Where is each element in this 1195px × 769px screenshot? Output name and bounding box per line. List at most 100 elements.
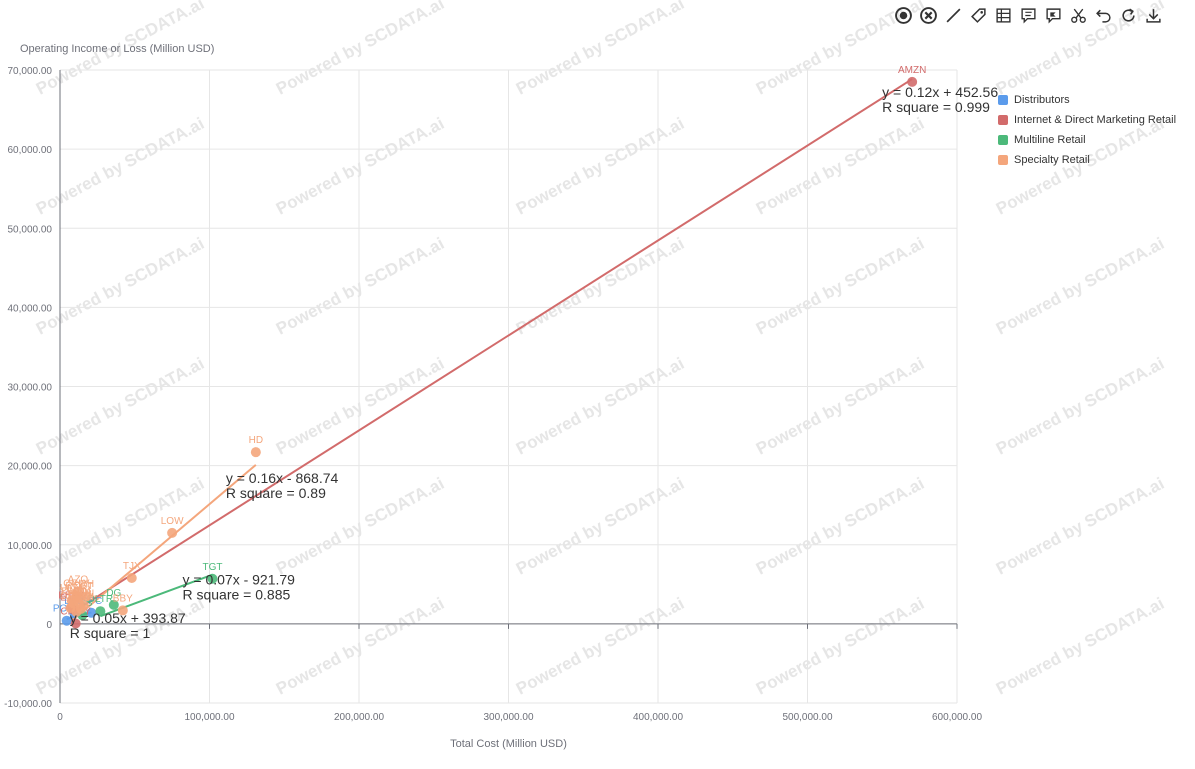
watermark-text: Powered by SCDATA.ai <box>753 234 927 339</box>
legend-label: Internet & Direct Marketing Retail <box>1014 114 1177 126</box>
legend-label: Distributors <box>1014 94 1070 106</box>
x-tick-label: 500,000.00 <box>782 712 832 723</box>
download-icon[interactable] <box>1144 6 1163 25</box>
x-tick-label: 400,000.00 <box>633 712 683 723</box>
x-tick-label: 300,000.00 <box>483 712 533 723</box>
watermark-text: Powered by SCDATA.ai <box>513 114 687 219</box>
legend-label: Specialty Retail <box>1014 154 1090 166</box>
x-tick-label: 0 <box>57 712 63 723</box>
data-point <box>70 618 81 629</box>
watermark-text: Powered by SCDATA.ai <box>33 114 207 219</box>
watermark-text: Powered by SCDATA.ai <box>513 354 687 459</box>
watermark-text: Powered by SCDATA.ai <box>273 354 447 459</box>
data-point-label: TJX <box>123 561 141 572</box>
data-view-icon[interactable] <box>994 6 1013 25</box>
legend-label: Multiline Retail <box>1014 134 1086 146</box>
data-point <box>117 605 128 616</box>
legend-swatch <box>998 115 1008 125</box>
chart-toolbar <box>894 6 1163 25</box>
trendline-equation: y = 0.05x + 393.87 <box>70 610 186 626</box>
data-point-label: ORLY <box>63 578 90 589</box>
watermark-text: Powered by SCDATA.ai <box>513 594 687 699</box>
y-axis-title: Operating Income or Loss (Million USD) <box>20 43 214 55</box>
legend-item[interactable]: Specialty Retail <box>998 150 1176 170</box>
data-point <box>86 607 97 618</box>
legend-item[interactable]: Internet & Direct Marketing Retail <box>998 110 1176 130</box>
y-tick-label: 60,000.00 <box>8 145 53 156</box>
watermark-text: Powered by SCDATA.ai <box>993 234 1167 339</box>
data-point-label: DLTR <box>88 594 113 605</box>
watermark-text: Powered by SCDATA.ai <box>273 594 447 699</box>
data-point <box>126 572 137 583</box>
data-point-label: BBWI <box>68 592 94 603</box>
y-tick-label: 20,000.00 <box>8 462 53 473</box>
data-point-label: TGT <box>202 562 222 573</box>
watermark-text: Powered by SCDATA.ai <box>993 594 1167 699</box>
watermark-text: Powered by SCDATA.ai <box>753 114 927 219</box>
trendline-r-square: R square = 0.999 <box>882 99 990 115</box>
watermark-text: Powered by SCDATA.ai <box>993 354 1167 459</box>
legend-swatch <box>998 135 1008 145</box>
y-tick-label: 0 <box>46 620 52 631</box>
data-point <box>207 573 218 584</box>
data-point <box>95 606 106 617</box>
trendline-equation: y = 0.07x - 921.79 <box>182 572 295 588</box>
trendline-equation: y = 0.16x - 868.74 <box>226 470 339 486</box>
comment-icon[interactable] <box>1019 6 1038 25</box>
record-icon[interactable] <box>894 6 913 25</box>
legend-item[interactable]: Distributors <box>998 90 1176 110</box>
data-point <box>167 527 178 538</box>
scissors-icon[interactable] <box>1069 6 1088 25</box>
y-tick-label: 30,000.00 <box>8 383 53 394</box>
watermark-text: Powered by SCDATA.ai <box>993 474 1167 579</box>
x-tick-label: 100,000.00 <box>184 712 234 723</box>
data-point-label: AMZN <box>898 65 926 76</box>
line-icon[interactable] <box>944 6 963 25</box>
watermark-text: Powered by SCDATA.ai <box>513 0 687 99</box>
data-point-label: BBY <box>113 593 133 604</box>
trendline-equation: y = 0.12x + 452.56 <box>882 84 998 100</box>
data-point-label: GPC <box>81 596 103 607</box>
trendline <box>70 78 913 615</box>
legend-item[interactable]: Multiline Retail <box>998 130 1176 150</box>
watermark-text: Powered by SCDATA.ai <box>33 234 207 339</box>
watermark-text: Powered by SCDATA.ai <box>753 354 927 459</box>
clear-icon[interactable] <box>919 6 938 25</box>
watermark-text: Powered by SCDATA.ai <box>753 594 927 699</box>
data-point-label: DG <box>106 588 121 599</box>
data-point <box>108 599 119 610</box>
trendline-r-square: R square = 0.89 <box>226 485 326 501</box>
watermark-text: Powered by SCDATA.ai <box>513 474 687 579</box>
data-point-label: WSM <box>66 586 90 597</box>
data-point <box>81 591 92 602</box>
undo-icon[interactable] <box>1094 6 1113 25</box>
trendline-r-square: R square = 1 <box>70 625 151 641</box>
y-tick-label: 10,000.00 <box>8 541 53 552</box>
x-axis-title: Total Cost (Million USD) <box>450 738 567 750</box>
data-point <box>907 76 918 87</box>
refresh-icon[interactable] <box>1119 6 1138 25</box>
watermark-text: Powered by SCDATA.ai <box>273 0 447 99</box>
data-point-label: LOW <box>161 516 184 527</box>
data-point <box>61 615 72 626</box>
y-tick-label: 40,000.00 <box>8 303 53 314</box>
series-group: HDLOWTJXBBYAZOORLYROSTULTATSCOBURLGPSAAP… <box>60 435 263 618</box>
x-tick-label: 600,000.00 <box>932 712 982 723</box>
grid <box>60 69 958 704</box>
tag-icon[interactable] <box>969 6 988 25</box>
watermark-text: Powered by SCDATA.ai <box>513 234 687 339</box>
watermark-text: Powered by SCDATA.ai <box>273 234 447 339</box>
flag-comment-icon[interactable] <box>1044 6 1063 25</box>
data-point <box>73 597 84 608</box>
y-tick-label: -10,000.00 <box>4 699 52 710</box>
data-point-label: AZO <box>68 574 89 585</box>
x-tick-label: 200,000.00 <box>334 712 384 723</box>
data-point-label: RH <box>80 579 94 590</box>
y-tick-label: 70,000.00 <box>8 66 53 77</box>
data-point-label: HD <box>249 435 263 446</box>
legend-swatch <box>998 95 1008 105</box>
trendline-r-square: R square = 0.885 <box>182 587 290 603</box>
data-point-label: TSCO <box>60 586 88 597</box>
